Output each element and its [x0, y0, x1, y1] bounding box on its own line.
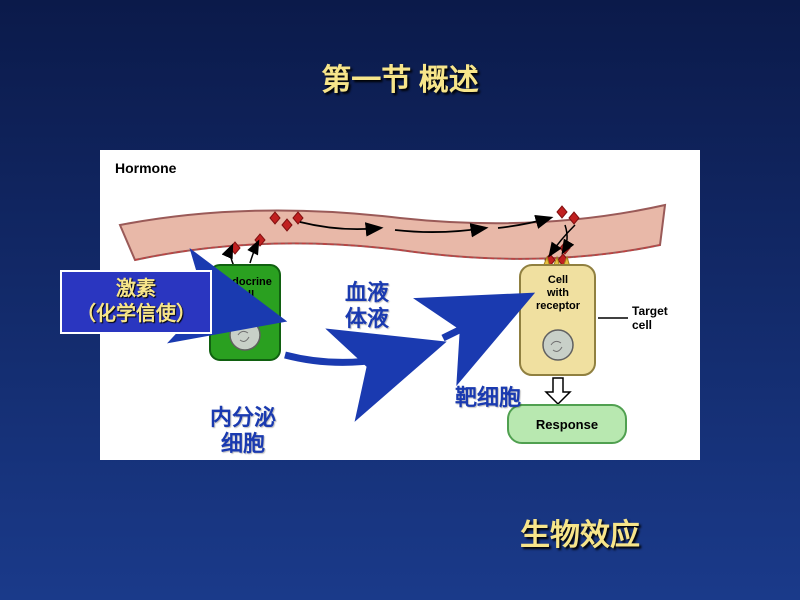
endocrine-cn-line1: 内分泌	[210, 405, 276, 431]
receptor-cell: Cell with receptor	[520, 265, 595, 375]
endocrine-cn-line2: 细胞	[210, 431, 276, 457]
svg-text:Endocrine: Endocrine	[218, 276, 272, 288]
svg-text:cell: cell	[236, 289, 254, 301]
blood-line2: 体液	[345, 306, 389, 332]
endocrine-label-cn: 内分泌 细胞	[210, 405, 276, 458]
response-box: Response	[508, 405, 626, 443]
hormone-cn-line1: 激素	[66, 277, 206, 302]
hormone-cn-line2: （化学信使）	[66, 302, 206, 327]
blood-label: 血液 体液	[345, 280, 389, 333]
svg-text:with: with	[546, 287, 569, 299]
bio-response-label: 生物效应	[520, 510, 640, 554]
svg-text:cell: cell	[632, 318, 652, 332]
hormone-label-cn-box: 激素 （化学信使）	[60, 270, 212, 334]
slide: 第一节 概述	[0, 0, 800, 600]
svg-text:Target: Target	[632, 304, 668, 318]
hormone-label-en: Hormone	[115, 160, 176, 176]
svg-text:Response: Response	[536, 417, 598, 432]
target-label-cn: 靶细胞	[455, 385, 521, 411]
blood-line1: 血液	[345, 280, 389, 306]
svg-text:Cell: Cell	[548, 274, 568, 286]
response-arrow	[546, 378, 570, 404]
target-cell-label: Target cell	[598, 304, 668, 332]
svg-text:receptor: receptor	[536, 300, 581, 312]
blood-vessel	[120, 205, 665, 260]
